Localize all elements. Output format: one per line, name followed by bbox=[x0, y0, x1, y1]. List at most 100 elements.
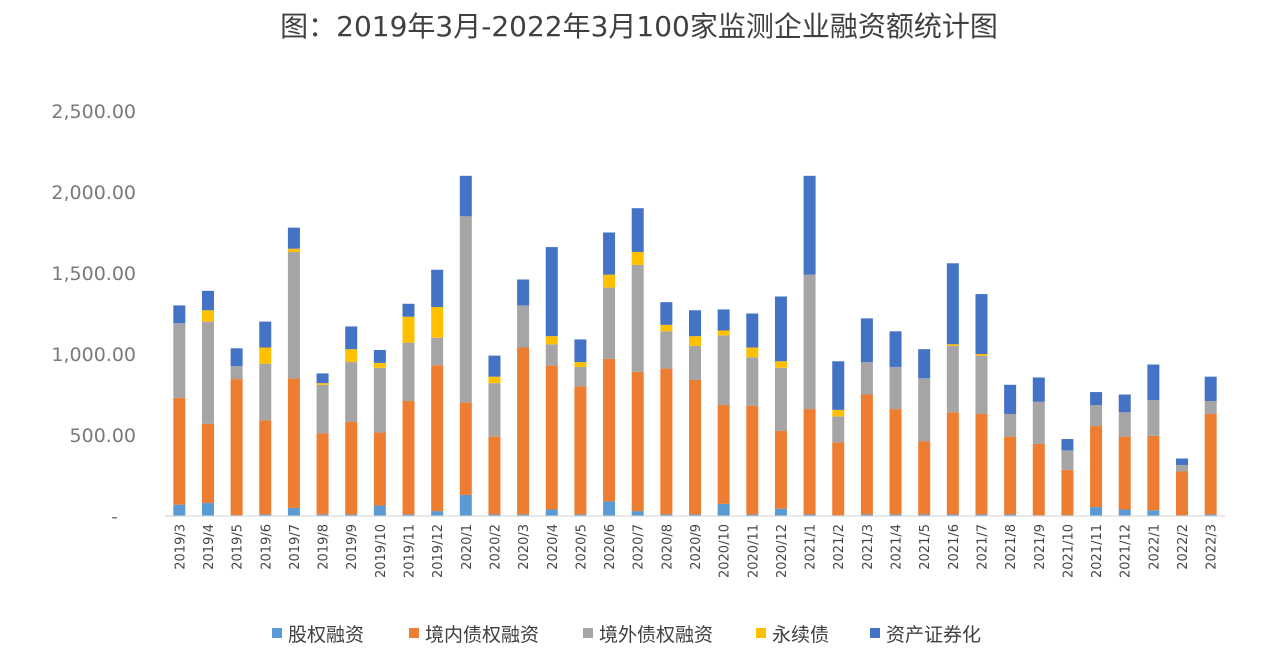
bar-segment-2 bbox=[402, 400, 415, 515]
bar-segment-5 bbox=[545, 247, 558, 337]
bar-segment-5 bbox=[603, 232, 616, 275]
x-tick-label: 2021/4 bbox=[890, 524, 905, 570]
x-tick-label: 2020/8 bbox=[660, 524, 675, 570]
bar-segment-3 bbox=[545, 344, 558, 366]
bar-segment-5 bbox=[316, 373, 329, 384]
bar-segment-5 bbox=[918, 349, 931, 379]
bar-segment-2 bbox=[1032, 443, 1045, 516]
bar-segment-5 bbox=[402, 303, 415, 317]
bar-segment-1 bbox=[287, 507, 300, 516]
bar-segment-4 bbox=[488, 376, 501, 384]
bar-segment-5 bbox=[1176, 458, 1189, 465]
bar-segment-2 bbox=[488, 436, 501, 515]
bar-segment-4 bbox=[631, 251, 644, 265]
x-tick-label: 2019/9 bbox=[345, 524, 360, 570]
x-tick-label: 2021/12 bbox=[1119, 524, 1134, 578]
bar-segment-5 bbox=[1147, 364, 1160, 401]
bar-segment-3 bbox=[946, 345, 959, 413]
bar-segment-3 bbox=[574, 366, 587, 387]
bar-segment-5 bbox=[1118, 394, 1131, 413]
bar-segment-5 bbox=[488, 355, 501, 377]
x-axis: 2019/3 2019/4 2019/5 2019/6 2019/7 2019/8 2019… bbox=[165, 515, 1225, 578]
x-tick-label: 2021/1 bbox=[804, 524, 819, 570]
bar-segment-1 bbox=[459, 494, 472, 516]
bar-segment-2 bbox=[631, 371, 644, 512]
legend: 股权融资 境内债权融资 境外债权融资 永续债 资产证券化 bbox=[272, 624, 981, 646]
bar-segment-5 bbox=[1061, 439, 1074, 451]
bar-segment-2 bbox=[860, 394, 873, 515]
bar-segment-4 bbox=[402, 316, 415, 343]
bar-segment-2 bbox=[889, 409, 902, 515]
bar-segment-2 bbox=[574, 386, 587, 515]
x-tick-label: 2020/9 bbox=[689, 524, 704, 570]
x-tick-label: 2019/12 bbox=[431, 524, 446, 578]
chart-title: 图：2019年3月-2022年3月100家监测企业融资额统计图 bbox=[280, 10, 998, 43]
x-tick-label: 2019/4 bbox=[202, 524, 217, 570]
bar-segment-4 bbox=[316, 383, 329, 385]
bar-segment-3 bbox=[345, 362, 358, 423]
legend-label: 股权融资 bbox=[288, 624, 364, 646]
y-tick-label: 1,500.00 bbox=[51, 263, 136, 285]
x-tick-label: 2021/8 bbox=[1004, 524, 1019, 570]
bar-segment-2 bbox=[1204, 413, 1217, 515]
bar-segment-5 bbox=[230, 348, 243, 367]
bar-segment-5 bbox=[660, 302, 673, 325]
x-tick-label: 2019/11 bbox=[403, 524, 418, 578]
bar-segment-2 bbox=[1090, 426, 1103, 508]
bar-segment-1 bbox=[689, 514, 701, 516]
x-tick-label: 2020/1 bbox=[460, 524, 475, 570]
bar-segment-3 bbox=[660, 331, 673, 369]
bar-segment-3 bbox=[1032, 401, 1045, 444]
bar-segment-3 bbox=[287, 251, 300, 379]
x-tick-label: 2021/5 bbox=[918, 524, 933, 570]
bar-segment-5 bbox=[689, 310, 701, 337]
bar-segment-1 bbox=[803, 514, 816, 516]
x-tick-label: 2020/4 bbox=[546, 524, 561, 570]
bar-segment-5 bbox=[1204, 376, 1217, 401]
bar-segment-3 bbox=[631, 264, 644, 372]
bar-segment-2 bbox=[517, 347, 530, 515]
bar-segment-3 bbox=[230, 366, 243, 380]
y-tick-label: 2,500.00 bbox=[51, 101, 136, 123]
bar-segment-2 bbox=[345, 422, 358, 515]
bar-segment-2 bbox=[1004, 436, 1017, 515]
x-tick-label: 2020/11 bbox=[746, 524, 761, 578]
x-tick-label: 2020/3 bbox=[517, 524, 532, 570]
bar-segment-2 bbox=[545, 365, 558, 510]
bar-segment-3 bbox=[717, 335, 730, 406]
bar-segment-3 bbox=[689, 345, 701, 380]
bar-segment-2 bbox=[717, 405, 730, 504]
bar-segment-4 bbox=[545, 336, 558, 345]
bar-segment-5 bbox=[1090, 392, 1103, 406]
bar-segment-3 bbox=[918, 378, 931, 442]
bar-segment-3 bbox=[1204, 400, 1217, 414]
bar-segment-3 bbox=[316, 384, 329, 434]
bar-segment-5 bbox=[1004, 384, 1017, 414]
legend-label: 资产证券化 bbox=[886, 624, 981, 646]
bar-segment-3 bbox=[860, 362, 873, 395]
bar-segment-4 bbox=[832, 409, 845, 417]
x-tick-label: 2020/7 bbox=[632, 524, 647, 570]
x-tick-label: 2021/2 bbox=[832, 524, 847, 570]
bar-segment-4 bbox=[574, 362, 587, 367]
bar-segment-1 bbox=[631, 511, 644, 516]
bar-segment-3 bbox=[431, 337, 444, 366]
x-tick-label: 2019/7 bbox=[288, 524, 303, 570]
bar-segment-1 bbox=[889, 514, 902, 516]
bar-segment-1 bbox=[574, 514, 587, 516]
bar-plot-area bbox=[173, 175, 1217, 516]
legend-label: 境外债权融资 bbox=[599, 624, 713, 646]
bar-segment-3 bbox=[889, 366, 902, 410]
x-tick-label: 2019/5 bbox=[231, 524, 246, 570]
bar-segment-5 bbox=[946, 263, 959, 345]
bar-segment-1 bbox=[431, 511, 444, 516]
bar-segment-3 bbox=[517, 305, 530, 348]
bar-segment-1 bbox=[373, 505, 386, 516]
bar-segment-5 bbox=[889, 331, 902, 367]
bar-segment-1 bbox=[316, 514, 329, 516]
bar-segment-5 bbox=[373, 349, 386, 363]
bar-segment-1 bbox=[259, 514, 272, 516]
bar-segment-2 bbox=[1176, 471, 1189, 516]
bar-segment-4 bbox=[373, 362, 386, 368]
bar-segment-4 bbox=[603, 274, 616, 288]
